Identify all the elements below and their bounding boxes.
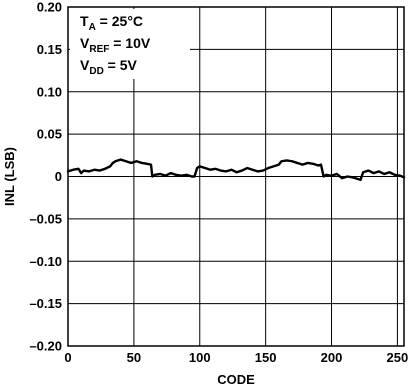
y-tick-label: 0 bbox=[55, 169, 62, 184]
x-tick-label: 0 bbox=[64, 350, 71, 365]
plot-frame bbox=[67, 6, 405, 347]
x-tick-label: 100 bbox=[189, 350, 211, 365]
series-layer bbox=[66, 158, 406, 182]
tick-labels: 0.200.150.100.050–0.05–0.10–0.15–0.200 50… bbox=[29, 0, 408, 365]
x-tick-label: 200 bbox=[321, 350, 343, 365]
condition-annotation: VDD = 5V bbox=[80, 57, 138, 77]
y-tick-label: –0.05 bbox=[29, 211, 62, 226]
y-tick-label: 0.05 bbox=[37, 127, 62, 142]
condition-annotation: TA = 25°C bbox=[80, 13, 143, 33]
x-axis-label: CODE bbox=[217, 372, 255, 387]
y-tick-label: –0.10 bbox=[29, 254, 62, 269]
inl-series-line bbox=[66, 158, 406, 182]
grid-lines bbox=[68, 7, 404, 346]
y-tick-label: –0.15 bbox=[29, 296, 62, 311]
y-tick-label: –0.20 bbox=[29, 339, 62, 354]
annotation-background bbox=[70, 9, 190, 79]
x-tick-label: 150 bbox=[255, 350, 277, 365]
y-tick-label: 0.20 bbox=[37, 0, 62, 15]
condition-annotation: VREF = 10V bbox=[80, 35, 151, 55]
y-tick-label: 0.15 bbox=[37, 42, 62, 57]
x-tick-label: 50 bbox=[127, 350, 141, 365]
x-tick-label: 250 bbox=[387, 350, 409, 365]
y-tick-label: 0.10 bbox=[37, 84, 62, 99]
y-axis-label: INL (LSB) bbox=[2, 147, 17, 206]
